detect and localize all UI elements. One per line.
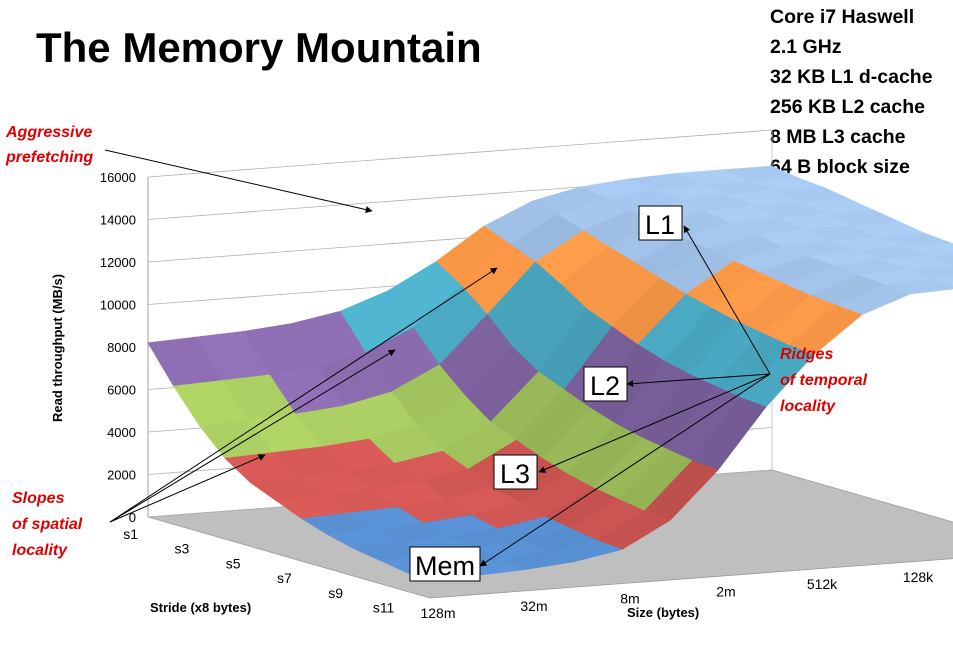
stride-tick-label-4: s9 bbox=[328, 585, 343, 601]
size-axis-title: Size (bytes) bbox=[627, 605, 699, 620]
z-tick-label-3: 6000 bbox=[107, 383, 136, 398]
arrow-prefetching bbox=[104, 149, 373, 214]
spec-line-clock: 2.1 GHz bbox=[770, 36, 842, 58]
spec-line-block: 64 B block size bbox=[770, 156, 910, 178]
ridges-label-line3: locality bbox=[780, 398, 836, 415]
gridline-z-8 bbox=[147, 129, 773, 178]
l2-label: L2 bbox=[590, 371, 620, 401]
stride-tick-label-2: s5 bbox=[226, 555, 241, 571]
annotations: Aggressive prefetching Slopes of spatial… bbox=[5, 124, 868, 582]
aggressive-prefetching-line1: Aggressive bbox=[5, 124, 92, 141]
ridges-label-line2: of temporal bbox=[780, 372, 868, 389]
aggressive-prefetching-line2: prefetching bbox=[5, 149, 93, 166]
size-tick-label-4: 512k bbox=[807, 576, 838, 592]
arrow-slope-1 bbox=[109, 454, 266, 523]
annotation-arrows bbox=[104, 149, 771, 567]
spec-line-l1: 32 KB L1 d-cache bbox=[770, 66, 933, 88]
size-tick-label-2: 8m bbox=[620, 591, 639, 607]
z-tick-label-0: 0 bbox=[129, 510, 136, 525]
stride-tick-label-5: s11 bbox=[373, 600, 395, 616]
stride-tick-label-0: s1 bbox=[123, 526, 138, 542]
arrow-slope-3 bbox=[109, 267, 498, 523]
mem-label: Mem bbox=[415, 551, 475, 581]
ridges-label-line1: Ridges bbox=[780, 346, 833, 363]
z-tick-label-1: 2000 bbox=[107, 468, 136, 483]
z-tick-label-5: 10000 bbox=[100, 298, 136, 313]
stride-axis-title: Stride (x8 bytes) bbox=[150, 600, 251, 615]
stride-tick-label-1: s3 bbox=[174, 541, 189, 557]
spec-line-cpu: Core i7 Haswell bbox=[770, 6, 915, 28]
arrow-ridge-l1 bbox=[683, 225, 771, 375]
arrow-slope-2 bbox=[109, 349, 396, 523]
z-tick-label-7: 14000 bbox=[100, 213, 136, 228]
slopes-label-line3: locality bbox=[12, 542, 68, 559]
spec-line-l3: 8 MB L3 cache bbox=[770, 126, 906, 148]
arrow-ridge-l2 bbox=[626, 373, 771, 388]
spec-line-l2: 256 KB L2 cache bbox=[770, 96, 926, 118]
z-tick-label-2: 4000 bbox=[107, 425, 136, 440]
slopes-label-line2: of spatial bbox=[12, 516, 83, 533]
size-tick-label-3: 2m bbox=[716, 583, 735, 599]
surface-mesh bbox=[147, 165, 953, 582]
z-tick-label-6: 12000 bbox=[100, 255, 136, 270]
cpu-spec-list: Core i7 Haswell 2.1 GHz 32 KB L1 d-cache… bbox=[770, 2, 933, 182]
l1-box bbox=[638, 205, 683, 241]
chart-axes: 0 2000 4000 6000 8000 10000 12000 14000 16000 s1 s… bbox=[50, 170, 934, 621]
l1-label: L1 bbox=[645, 210, 675, 240]
mem-box bbox=[409, 546, 481, 582]
arrow-ridge-mem bbox=[479, 373, 771, 567]
stride-tick-label-3: s7 bbox=[277, 570, 292, 586]
size-tick-label-1: 32m bbox=[520, 598, 547, 614]
z-tick-label-4: 8000 bbox=[107, 340, 136, 355]
z-tick-label-8: 16000 bbox=[100, 170, 136, 185]
size-tick-label-0: 128m bbox=[420, 605, 455, 621]
slopes-label-line1: Slopes bbox=[12, 490, 65, 507]
l3-box bbox=[493, 454, 538, 490]
size-tick-label-5: 128k bbox=[903, 569, 934, 585]
z-axis-title: Read throughput (MB/s) bbox=[50, 274, 65, 422]
l3-label: L3 bbox=[500, 459, 530, 489]
arrow-ridge-l3 bbox=[538, 373, 771, 473]
slide-title: The Memory Mountain bbox=[36, 24, 482, 71]
l2-box bbox=[583, 366, 628, 402]
